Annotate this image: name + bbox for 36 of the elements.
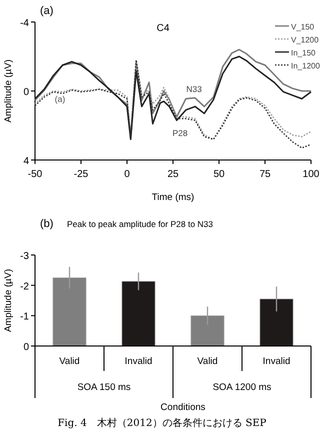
x-tick-label: Valid <box>197 356 218 367</box>
y-tick-label: -1 <box>20 312 30 323</box>
x-tick-label: Valid <box>59 356 80 367</box>
x-tick-label: 75 <box>259 169 271 180</box>
legend-label: In_150 <box>291 48 316 58</box>
legend-label: V_150 <box>291 22 315 32</box>
x-axis-title: Time (ms) <box>152 192 194 203</box>
chart-title: (b) <box>40 218 54 230</box>
annotation: (a) <box>54 94 66 104</box>
annotation: N33 <box>186 84 202 94</box>
legend-label: V_1200 <box>291 36 320 44</box>
y-tick-label: 0 <box>23 342 30 353</box>
legend-label: In_1200 <box>291 62 320 70</box>
y-axis-title: Amplitude (µV) <box>3 59 14 123</box>
chart-subtitle: Peak to peak amplitude for P28 to N33 <box>67 219 214 229</box>
annotation: C4 <box>156 23 170 34</box>
x-tick-label: 100 <box>302 169 320 180</box>
x-tick-label: Invalid <box>262 356 290 367</box>
caption: Fig. 4 木村（2012）の各条件における SEP <box>58 417 267 429</box>
y-tick-label: 4 <box>23 156 30 167</box>
x-tick-label: 50 <box>213 169 225 180</box>
x-tick-label: 0 <box>124 169 130 180</box>
x-tick-label: -50 <box>28 169 43 180</box>
x-tick-label: Invalid <box>124 356 152 367</box>
y-tick-label: -2 <box>20 281 30 292</box>
chart-title: (a) <box>40 5 54 17</box>
y-tick-label: -3 <box>20 251 30 262</box>
y-tick-label: 0 <box>23 87 30 98</box>
x-tick-label: -25 <box>74 169 89 180</box>
x-axis-title: Conditions <box>160 402 206 413</box>
y-axis-title: Amplitude (µV) <box>3 268 14 332</box>
text: SOA 1200 ms <box>212 382 272 393</box>
y-tick-label: -4 <box>20 18 30 29</box>
text: SOA 150 ms <box>77 382 131 393</box>
annotation: P28 <box>172 128 188 138</box>
x-tick-label: 25 <box>167 169 179 180</box>
